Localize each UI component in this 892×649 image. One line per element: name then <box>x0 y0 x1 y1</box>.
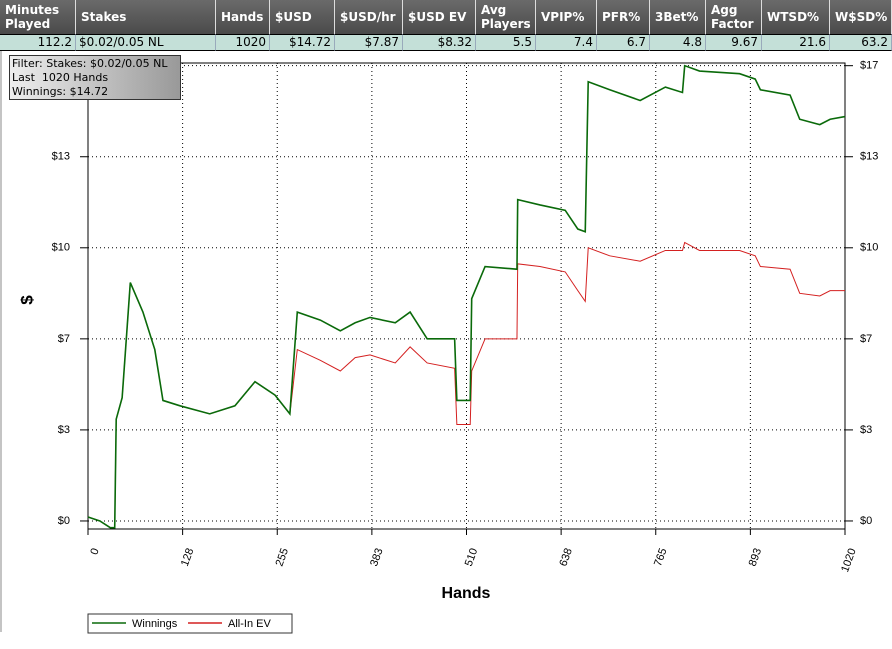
x-tick-label: 1020 <box>839 547 859 574</box>
column-header: WTSD% <box>762 0 830 34</box>
y-tick-label: $3 <box>58 424 70 436</box>
legend-label: All-In EV <box>228 618 271 630</box>
column-header: VPIP% <box>536 0 597 34</box>
legend-label: Winnings <box>132 618 178 630</box>
column-header: 3Bet% <box>650 0 706 34</box>
table-cell: $0.02/0.05 NL <box>76 34 216 51</box>
column-header: Avg Players <box>476 0 536 34</box>
column-header: Hands <box>216 0 270 34</box>
column-header: W$SD% <box>830 0 892 34</box>
column-header: Stakes <box>76 0 216 34</box>
x-tick-label: 128 <box>179 547 197 568</box>
x-tick-label: 765 <box>652 547 670 568</box>
table-cell: $8.32 <box>403 34 476 51</box>
y-tick-label-right: $17 <box>860 60 878 72</box>
table-cell: 21.6 <box>762 34 830 51</box>
filter-line: Last 1020 Hands <box>12 71 109 84</box>
table-cell: 4.8 <box>650 34 706 51</box>
table-cell: 1020 <box>216 34 270 51</box>
column-header: $USD <box>270 0 335 34</box>
column-header: $USD/hr <box>335 0 403 34</box>
column-header: Minutes Played <box>0 0 76 34</box>
y-axis-label: $ <box>17 295 36 305</box>
table-cell: 9.67 <box>706 34 762 51</box>
table-cell: 63.2 <box>830 34 892 51</box>
x-tick-label: 255 <box>274 547 292 568</box>
x-tick-label: 383 <box>368 547 386 568</box>
y-tick-label-right: $3 <box>860 424 872 436</box>
table-cell: 5.5 <box>476 34 536 51</box>
line-series <box>87 64 846 529</box>
x-tick-label: 0 <box>88 547 101 557</box>
x-tick-label: 510 <box>463 547 481 568</box>
y-tick-label: $7 <box>58 333 70 345</box>
x-tick-label: 893 <box>747 547 765 568</box>
table-cell: $7.87 <box>335 34 403 51</box>
filter-line: Winnings: $14.72 <box>12 85 109 98</box>
filter-line: Filter: Stakes: $0.02/0.05 NL <box>12 57 168 70</box>
y-tick-label-right: $10 <box>860 242 878 254</box>
table-cell: 112.2 <box>0 34 76 51</box>
y-tick-label-right: $13 <box>860 151 878 163</box>
table-cell: $14.72 <box>270 34 335 51</box>
column-header: PFR% <box>597 0 650 34</box>
table-cell: 7.4 <box>536 34 597 51</box>
x-tick-label: 638 <box>557 547 575 568</box>
filter-box: Filter: Stakes: $0.02/0.05 NL Last 1020 H… <box>9 55 181 100</box>
y-tick-label: $13 <box>52 151 70 163</box>
y-tick-label: $10 <box>52 242 70 254</box>
table-cell: 6.7 <box>597 34 650 51</box>
x-axis-label: Hands <box>442 585 491 602</box>
column-header: $USD EV <box>403 0 476 34</box>
y-tick-label-right: $0 <box>860 515 872 527</box>
column-header: Agg Factor <box>706 0 762 34</box>
y-tick-label-right: $7 <box>860 333 872 345</box>
y-tick-label: $0 <box>58 515 70 527</box>
